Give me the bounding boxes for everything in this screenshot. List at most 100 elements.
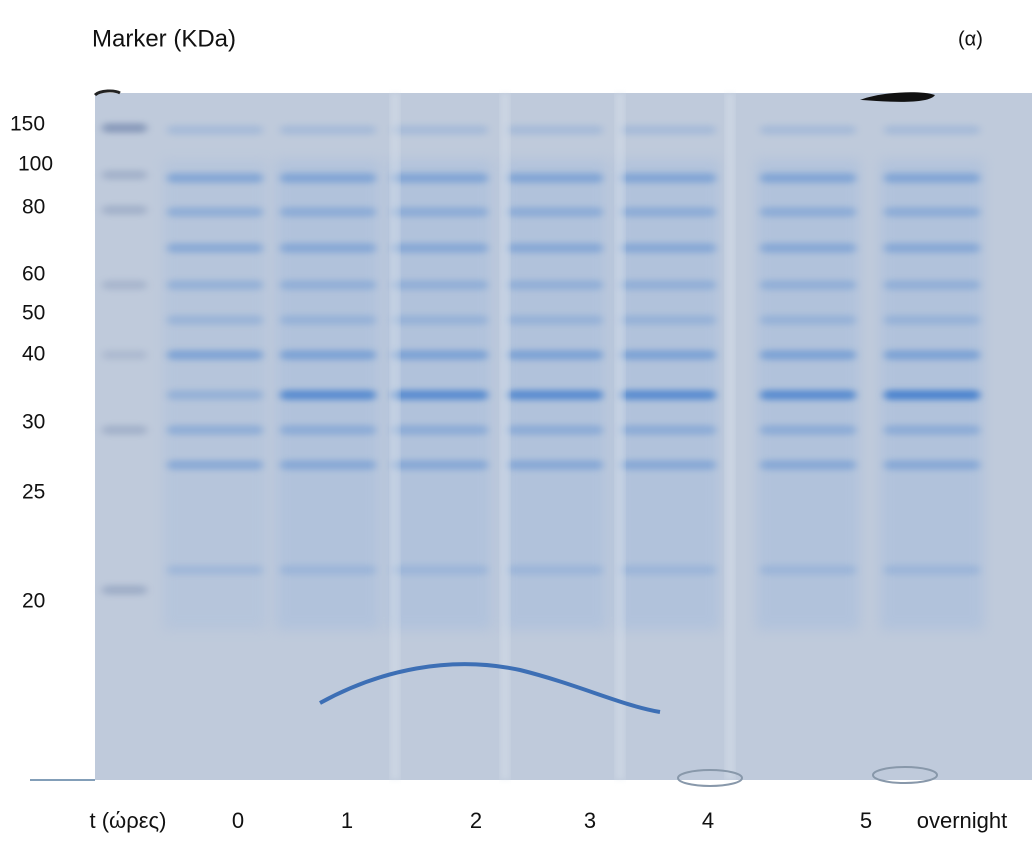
lane-axis-label: t (ώρες) bbox=[90, 808, 167, 833]
lane-gap bbox=[616, 93, 624, 780]
marker-band bbox=[102, 585, 147, 595]
lane-gap bbox=[726, 93, 734, 780]
marker-band bbox=[102, 123, 147, 133]
lane-label: overnight bbox=[917, 808, 1008, 833]
band bbox=[167, 390, 263, 400]
lane-label: 0 bbox=[232, 808, 244, 833]
band bbox=[280, 173, 376, 183]
band bbox=[507, 460, 603, 470]
marker-label: 40 bbox=[22, 343, 45, 366]
band bbox=[507, 280, 603, 290]
band bbox=[280, 315, 376, 325]
band bbox=[760, 315, 856, 325]
band bbox=[392, 565, 488, 575]
band bbox=[884, 243, 980, 253]
band bbox=[167, 125, 263, 135]
band bbox=[620, 173, 716, 183]
band bbox=[280, 280, 376, 290]
band bbox=[760, 390, 856, 400]
band bbox=[620, 243, 716, 253]
lane-gap bbox=[501, 93, 509, 780]
band bbox=[507, 173, 603, 183]
band bbox=[884, 315, 980, 325]
band bbox=[884, 207, 980, 217]
band bbox=[760, 125, 856, 135]
band bbox=[507, 315, 603, 325]
marker-band bbox=[102, 280, 147, 290]
band bbox=[392, 125, 488, 135]
band bbox=[507, 390, 603, 400]
band bbox=[507, 207, 603, 217]
band bbox=[167, 207, 263, 217]
band bbox=[392, 173, 488, 183]
gel-well bbox=[677, 769, 743, 787]
band bbox=[167, 460, 263, 470]
marker-label: 80 bbox=[22, 196, 45, 219]
band bbox=[760, 280, 856, 290]
band bbox=[507, 425, 603, 435]
band bbox=[167, 425, 263, 435]
band bbox=[884, 460, 980, 470]
band bbox=[884, 125, 980, 135]
lane-label: 1 bbox=[341, 808, 353, 833]
band bbox=[620, 350, 716, 360]
band bbox=[760, 425, 856, 435]
band bbox=[884, 390, 980, 400]
band bbox=[167, 243, 263, 253]
marker-label: 25 bbox=[22, 481, 45, 504]
band bbox=[167, 350, 263, 360]
band bbox=[167, 280, 263, 290]
marker-band bbox=[102, 350, 147, 360]
gel-artifact bbox=[319, 662, 661, 714]
lane-label: 2 bbox=[470, 808, 482, 833]
marker-label: 50 bbox=[22, 302, 45, 325]
band bbox=[167, 315, 263, 325]
lane-label: 3 bbox=[584, 808, 596, 833]
band bbox=[392, 425, 488, 435]
band bbox=[280, 350, 376, 360]
band bbox=[620, 207, 716, 217]
band bbox=[392, 207, 488, 217]
band bbox=[507, 350, 603, 360]
band bbox=[620, 425, 716, 435]
band bbox=[392, 460, 488, 470]
band bbox=[507, 125, 603, 135]
lane-label: 5 bbox=[860, 808, 872, 833]
band bbox=[392, 315, 488, 325]
lane-label: 4 bbox=[702, 808, 714, 833]
band bbox=[760, 460, 856, 470]
band bbox=[884, 280, 980, 290]
band bbox=[280, 243, 376, 253]
band bbox=[280, 207, 376, 217]
band bbox=[392, 280, 488, 290]
marker-label: 20 bbox=[22, 590, 45, 613]
band bbox=[620, 390, 716, 400]
marker-band bbox=[102, 425, 147, 435]
gel-smudge bbox=[93, 89, 121, 97]
marker-label: 100 bbox=[18, 153, 53, 176]
band bbox=[760, 243, 856, 253]
gel-smudge bbox=[860, 92, 935, 102]
band bbox=[620, 280, 716, 290]
band bbox=[884, 173, 980, 183]
band bbox=[884, 565, 980, 575]
band bbox=[392, 243, 488, 253]
title: Marker (KDa) bbox=[92, 25, 236, 52]
band bbox=[280, 390, 376, 400]
gel-well bbox=[872, 766, 938, 784]
band bbox=[280, 425, 376, 435]
lane-gap bbox=[391, 93, 399, 780]
band bbox=[760, 173, 856, 183]
band bbox=[280, 460, 376, 470]
band bbox=[392, 350, 488, 360]
marker-band bbox=[102, 205, 147, 215]
band bbox=[760, 350, 856, 360]
band bbox=[280, 125, 376, 135]
band bbox=[507, 565, 603, 575]
band bbox=[620, 125, 716, 135]
marker-label: 60 bbox=[22, 263, 45, 286]
gel-bands bbox=[102, 93, 984, 780]
band bbox=[167, 565, 263, 575]
